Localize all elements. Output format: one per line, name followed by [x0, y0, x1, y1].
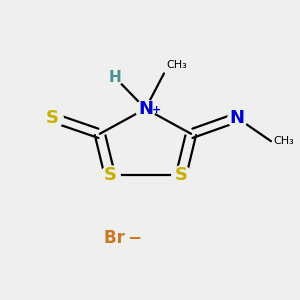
Text: N: N — [229, 109, 244, 127]
Text: +: + — [152, 105, 161, 115]
Text: H: H — [109, 70, 122, 86]
Text: S: S — [175, 166, 188, 184]
Text: CH₃: CH₃ — [167, 61, 188, 70]
Text: S: S — [46, 109, 59, 127]
Text: N: N — [138, 100, 153, 118]
Text: Br −: Br − — [103, 229, 142, 247]
Text: S: S — [103, 166, 116, 184]
Text: CH₃: CH₃ — [274, 136, 295, 146]
